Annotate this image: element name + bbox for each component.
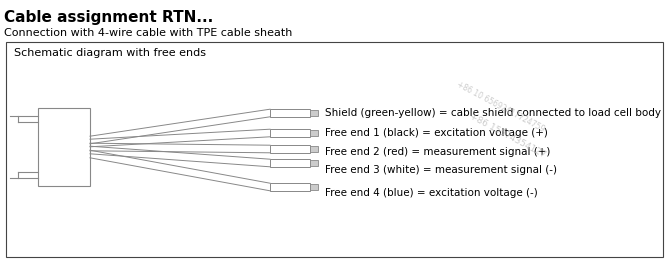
Text: Free end 1 (black) = excitation voltage (+): Free end 1 (black) = excitation voltage …	[325, 128, 548, 138]
Text: Free end 2 (red) = measurement signal (+): Free end 2 (red) = measurement signal (+…	[325, 147, 551, 157]
Text: +86 10 65692417724759: +86 10 65692417724759	[455, 80, 546, 134]
Bar	[270, 183, 310, 191]
Bar	[270, 145, 310, 153]
Bar	[38, 108, 90, 186]
Text: +86 15574354127: +86 15574354127	[468, 112, 547, 160]
Bar	[270, 109, 310, 117]
Text: Cable assignment RTN...: Cable assignment RTN...	[4, 10, 213, 25]
Bar	[310, 130, 318, 136]
Bar	[6, 42, 663, 257]
Text: Free end 4 (blue) = excitation voltage (-): Free end 4 (blue) = excitation voltage (…	[325, 188, 538, 198]
Text: Shield (green-yellow) = cable shield connected to load cell body: Shield (green-yellow) = cable shield con…	[325, 108, 661, 118]
Text: Connection with 4-wire cable with TPE cable sheath: Connection with 4-wire cable with TPE ca…	[4, 28, 292, 38]
Bar	[310, 146, 318, 151]
Bar	[310, 110, 318, 116]
Text: Free end 3 (white) = measurement signal (-): Free end 3 (white) = measurement signal …	[325, 165, 557, 175]
Text: Schematic diagram with free ends: Schematic diagram with free ends	[14, 48, 206, 58]
Bar	[310, 184, 318, 190]
Bar	[310, 160, 318, 166]
Bar	[270, 129, 310, 137]
Bar	[270, 159, 310, 167]
